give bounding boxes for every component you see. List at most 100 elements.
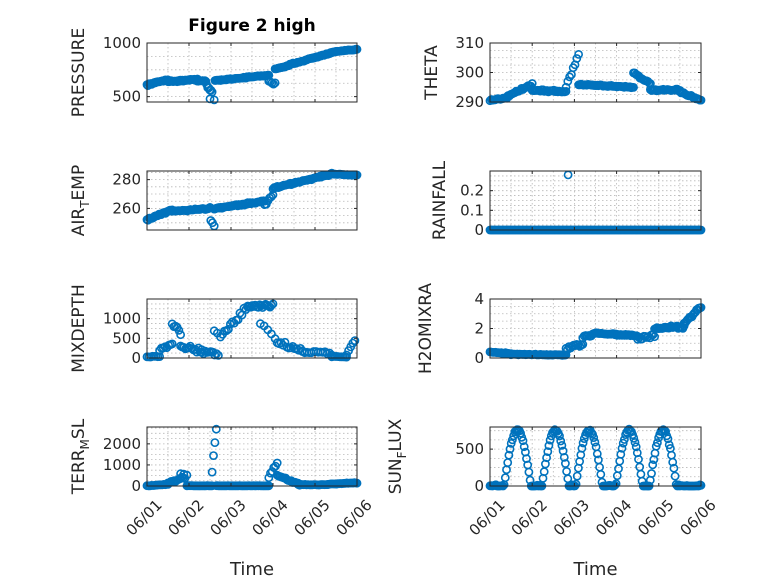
y-tick-label: 280 (112, 171, 141, 189)
data-point (555, 431, 564, 441)
series-pressure (142, 44, 362, 105)
series-mixdepth (142, 299, 360, 362)
axes-box (146, 426, 358, 487)
y-tick-label: 0 (474, 349, 484, 367)
data-point (508, 435, 517, 445)
y-axis-label-subscript: F (395, 451, 409, 458)
axes-theta: 290 300 310 THETA (422, 34, 706, 111)
y-axis-label-rest: EMP (69, 165, 89, 201)
y-tick-label: 0.2 (460, 182, 484, 200)
data-point (182, 470, 192, 480)
data-point (589, 433, 599, 442)
y-tick-label: 4 (474, 290, 484, 308)
x-tick-label: 06/05 (290, 496, 333, 539)
axes-air_temp: 260 280 AIRTEMP (69, 165, 362, 236)
data-point (342, 350, 351, 360)
y-axis-label: H2OMIXRA (416, 283, 436, 374)
y-axis-label: AIRTEMP (69, 165, 92, 236)
data-point (210, 438, 220, 447)
axes-box (146, 42, 358, 103)
axes-box (146, 298, 358, 359)
data-point (611, 479, 621, 489)
data-point (661, 427, 670, 436)
x-tick-label: 06/02 (164, 496, 207, 539)
data-point (618, 438, 628, 448)
y-axis-label-main: AIR (69, 208, 89, 237)
x-tick-label: 06/03 (206, 496, 249, 539)
data-point (524, 467, 534, 477)
y-tick-label: 290 (455, 93, 484, 111)
y-tick-label: 0 (131, 349, 141, 367)
data-point (572, 54, 582, 63)
data-point (155, 352, 164, 361)
data-point (616, 449, 626, 459)
axes-box (489, 426, 702, 487)
data-point (516, 428, 525, 438)
x-tick-label: 06/04 (248, 496, 291, 539)
data-point (174, 325, 184, 335)
data-point (225, 319, 235, 329)
data-point (563, 76, 573, 86)
data-point (518, 436, 528, 446)
data-point (571, 479, 581, 489)
y-tick-label: 310 (455, 34, 484, 52)
data-point (617, 443, 627, 453)
y-axis-label: MIXDEPTH (69, 284, 89, 373)
data-point (223, 324, 233, 334)
data-point (272, 458, 282, 468)
data-point (592, 449, 602, 459)
data-point (211, 424, 221, 434)
y-axis-label-main: MIXDEPTH (69, 284, 89, 373)
y-axis-label-rest: LUX (386, 418, 406, 451)
data-point (670, 471, 680, 481)
data-point (573, 340, 583, 350)
data-point (544, 441, 554, 450)
y-tick-label: 0 (131, 477, 141, 495)
x-tick-label: 06/04 (592, 496, 635, 539)
data-point (578, 339, 588, 349)
data-point (577, 443, 587, 453)
data-point (561, 459, 570, 468)
x-tick-label: 06/03 (550, 496, 593, 539)
data-point (587, 428, 596, 438)
data-point (209, 451, 218, 460)
y-tick-label: 500 (455, 440, 484, 458)
y-axis-label-subscript: T (78, 200, 92, 209)
data-point (556, 436, 566, 446)
data-point (210, 350, 220, 360)
data-point (207, 467, 217, 477)
y-axis-label: TERRMSL (69, 418, 92, 495)
data-point (631, 442, 641, 452)
axes-pressure: 500 1000 PRESSURE Figure 2 high (69, 16, 362, 117)
y-axis-label-subscript: M (78, 439, 92, 449)
y-axis-label: SUNFLUX (386, 418, 409, 494)
y-tick-label: 260 (112, 199, 141, 217)
y-tick-label: 1000 (103, 310, 141, 328)
y-axis-label-main: PRESSURE (69, 28, 89, 117)
axes-box (489, 170, 702, 231)
y-tick-label: 2000 (103, 435, 141, 453)
data-point (574, 50, 583, 59)
data-point (504, 450, 514, 460)
data-point (629, 83, 638, 92)
x-tick-label: 06/06 (676, 496, 719, 539)
data-point (212, 349, 221, 358)
x-tick-label: 06/06 (332, 496, 375, 539)
axes-box (146, 170, 358, 231)
data-point (350, 336, 360, 345)
data-point (167, 339, 177, 349)
data-point (647, 469, 656, 478)
y-axis-label: THETA (422, 45, 442, 101)
axes-rainfall: 0 0.10.2 RAINFALL (430, 160, 706, 240)
y-tick-label: 300 (455, 64, 484, 82)
data-point (557, 440, 567, 450)
data-point (578, 438, 588, 448)
data-point (543, 447, 553, 456)
data-point (542, 453, 551, 463)
y-tick-label: 500 (112, 329, 141, 347)
y-axis-label-main: H2OMIXRA (416, 283, 436, 374)
data-point (266, 192, 276, 202)
